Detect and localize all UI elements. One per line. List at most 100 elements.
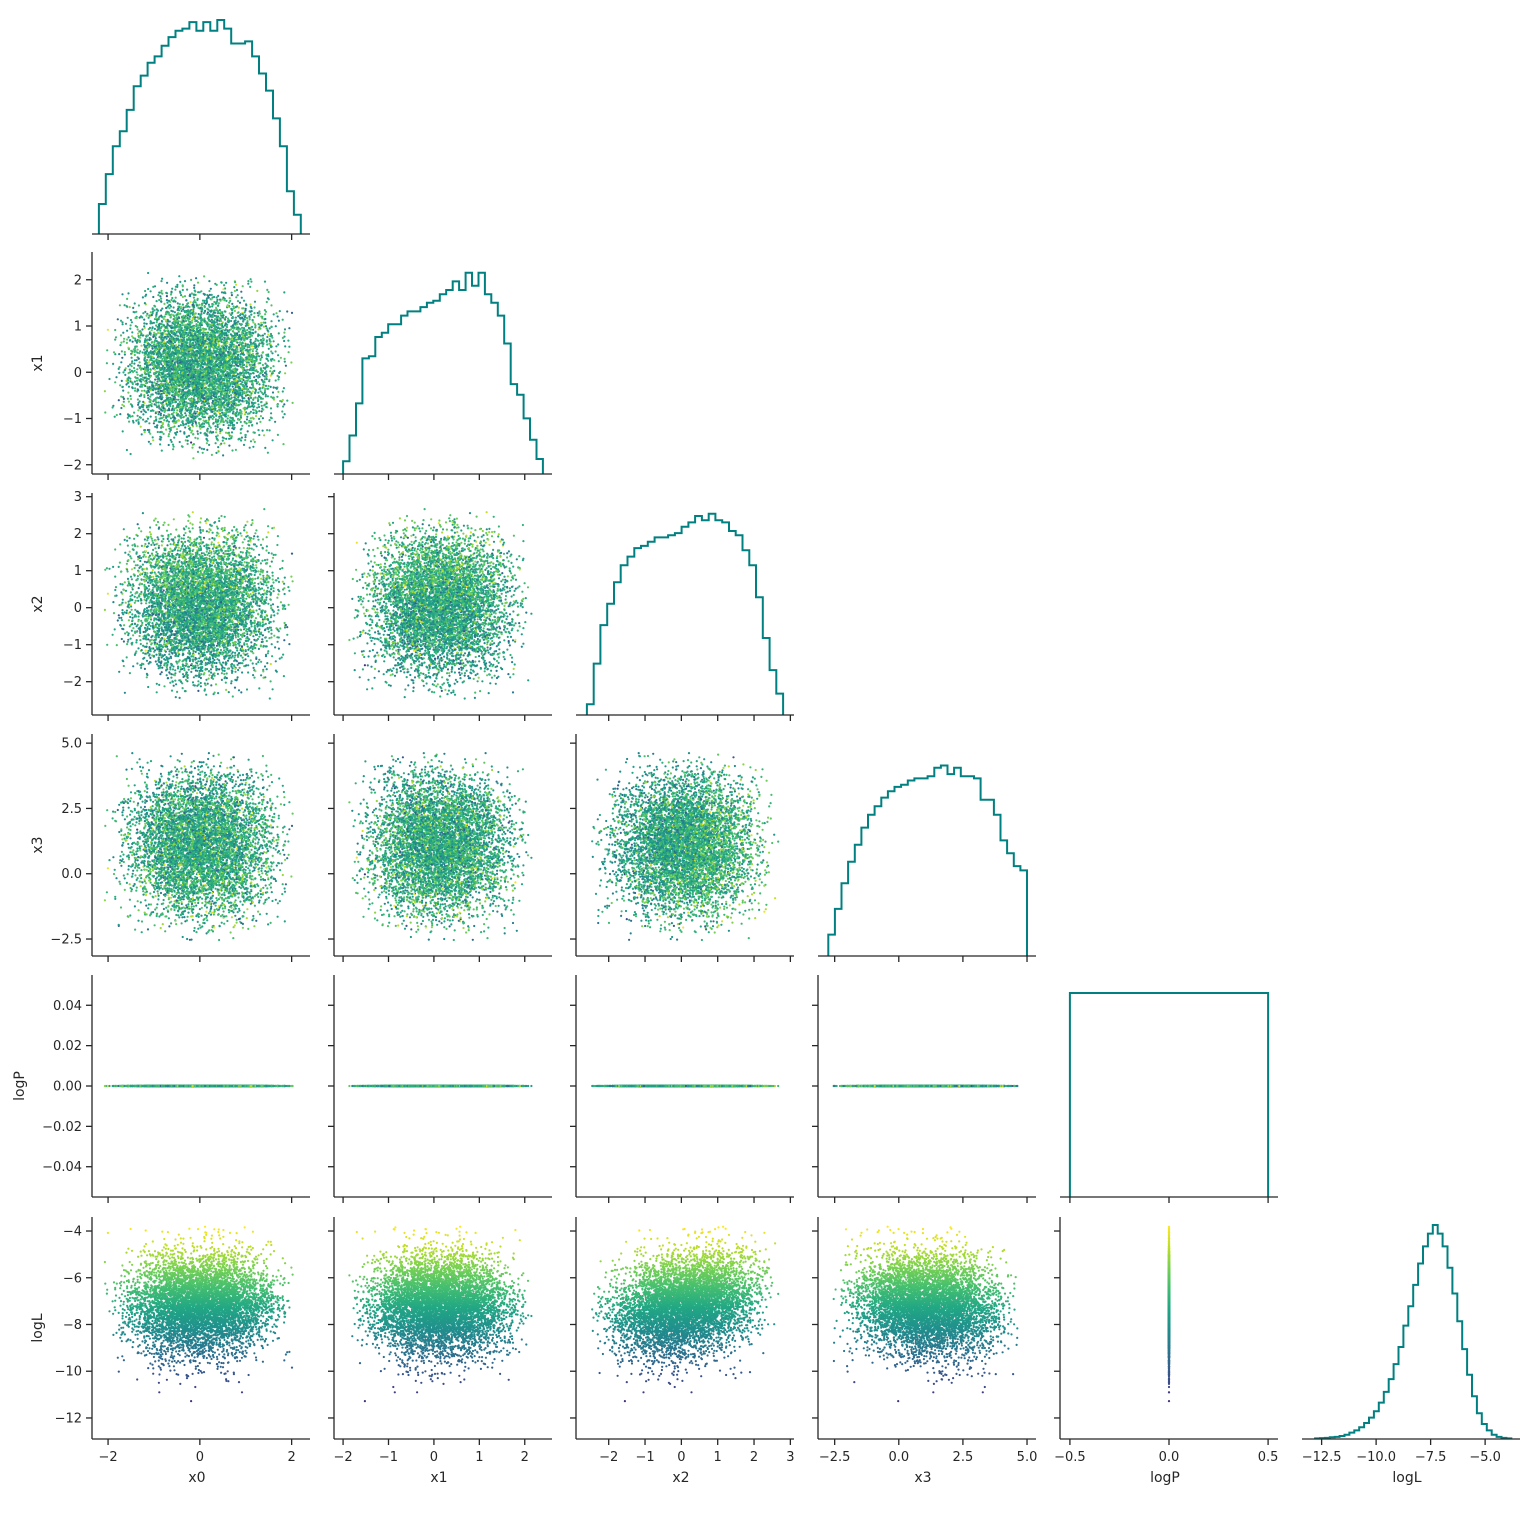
scatter-point: [283, 291, 285, 293]
scatter-point: [254, 301, 256, 303]
scatter-point: [241, 437, 243, 439]
scatter-point: [197, 437, 199, 439]
scatter-point: [178, 344, 180, 346]
scatter-point: [197, 282, 199, 284]
scatter-point: [265, 395, 267, 397]
scatter-point: [270, 367, 272, 369]
scatter-point: [255, 415, 257, 417]
scatter-point: [267, 334, 269, 336]
scatter-point: [199, 446, 201, 448]
scatter-point: [126, 330, 128, 332]
scatter-point: [137, 409, 139, 411]
scatter-point: [106, 349, 108, 351]
scatter-point: [217, 426, 219, 428]
scatter-point: [252, 409, 254, 411]
scatter-point: [180, 294, 182, 296]
scatter-point: [153, 422, 155, 424]
scatter-point: [130, 324, 132, 326]
scatter-point: [175, 297, 177, 299]
scatter-point: [179, 281, 181, 283]
scatter-point: [142, 312, 144, 314]
scatter-point: [134, 354, 136, 356]
scatter-point: [228, 424, 230, 426]
scatter-point: [170, 439, 172, 441]
scatter-point: [276, 396, 278, 398]
scatter-point: [206, 449, 208, 451]
scatter-point: [157, 381, 159, 383]
scatter-point: [250, 278, 252, 280]
scatter-point: [223, 284, 225, 286]
scatter-point: [163, 419, 165, 421]
histogram-x0: [99, 20, 301, 234]
scatter-point: [165, 429, 167, 431]
scatter-point: [158, 413, 160, 415]
scatter-point: [146, 420, 148, 422]
scatter-point: [253, 316, 255, 318]
scatter-point: [190, 441, 192, 443]
scatter-point: [140, 345, 142, 347]
scatter-point: [216, 284, 218, 286]
scatter-point: [197, 451, 199, 453]
scatter-point: [235, 449, 237, 451]
scatter-point: [277, 354, 279, 356]
scatter-point: [260, 324, 262, 326]
scatter-point: [266, 289, 268, 291]
scatter-point: [156, 424, 158, 426]
scatter-point: [262, 364, 264, 366]
scatter-point: [120, 407, 122, 409]
scatter-point: [126, 449, 128, 451]
scatter-point: [241, 381, 243, 383]
scatter-point: [256, 348, 258, 350]
scatter-point: [216, 296, 218, 298]
scatter-point: [158, 323, 160, 325]
scatter-point: [166, 295, 168, 297]
scatter-point: [262, 430, 264, 432]
scatter-points: [104, 272, 294, 460]
scatter-point: [251, 382, 253, 384]
scatter-point: [229, 297, 231, 299]
scatter-point: [217, 446, 219, 448]
scatter-point: [225, 282, 227, 284]
scatter-point: [136, 371, 138, 373]
scatter-point: [114, 353, 116, 355]
scatter-point: [170, 299, 172, 301]
scatter-point: [271, 352, 273, 354]
scatter-point: [137, 419, 139, 421]
scatter-point: [282, 416, 284, 418]
scatter-point: [161, 450, 163, 452]
scatter-point: [165, 338, 167, 340]
scatter-point: [214, 318, 216, 320]
scatter-point: [186, 317, 188, 319]
scatter-point: [258, 310, 260, 312]
scatter-point: [284, 361, 286, 363]
scatter-point: [178, 316, 180, 318]
scatter-point: [260, 335, 262, 337]
scatter-point: [264, 309, 266, 311]
scatter-point: [273, 359, 275, 361]
scatter-point: [122, 430, 124, 432]
scatter-point: [152, 296, 154, 298]
scatter-point: [252, 321, 254, 323]
scatter-point: [220, 385, 222, 387]
scatter-point: [128, 421, 130, 423]
scatter-point: [161, 398, 163, 400]
scatter-point: [127, 417, 129, 419]
scatter-point: [131, 370, 133, 372]
scatter-point: [137, 328, 139, 330]
scatter-point: [131, 321, 133, 323]
scatter-point: [128, 401, 130, 403]
scatter-point: [176, 284, 178, 286]
scatter-point: [154, 369, 156, 371]
scatter-point: [208, 280, 210, 282]
scatter-point: [118, 399, 120, 401]
scatter-point: [169, 405, 171, 407]
scatter-point: [231, 294, 233, 296]
scatter-point: [244, 309, 246, 311]
scatter-point: [199, 304, 201, 306]
scatter-point: [136, 380, 138, 382]
scatter-point: [194, 410, 196, 412]
scatter-point: [124, 304, 126, 306]
scatter-point: [226, 339, 228, 341]
scatter-point: [161, 308, 163, 310]
